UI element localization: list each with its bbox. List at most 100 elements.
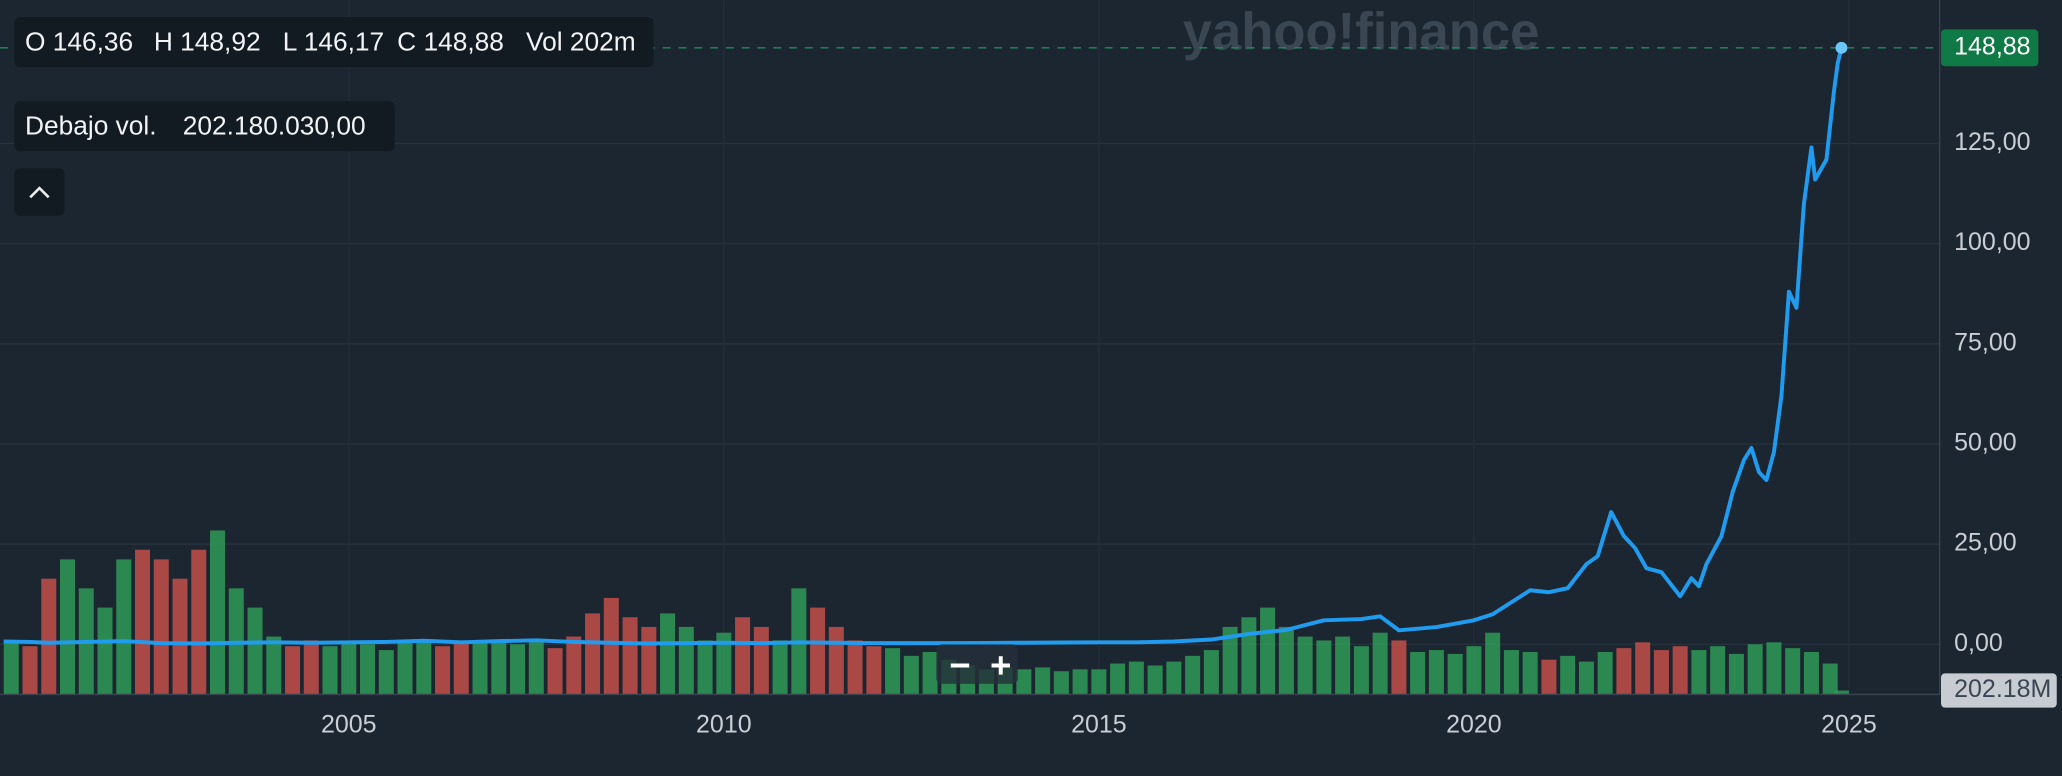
volume-bar (1410, 651, 1426, 695)
volume-bar (41, 578, 57, 695)
volume-bar (1353, 646, 1369, 695)
volume-bar (866, 646, 882, 695)
volume-bar (1128, 661, 1144, 695)
volume-bar (491, 640, 507, 695)
zoom-in[interactable] (991, 656, 1010, 675)
x-tick-label: 2025 (1821, 711, 1877, 739)
ohlc-item: C 148,88 (397, 26, 504, 56)
volume-caption: Debajo vol. (25, 111, 157, 141)
volume-bar (885, 648, 901, 695)
volume-bar (1635, 642, 1651, 695)
y-tick-label: 50,00 (1954, 429, 2016, 457)
volume-bar (1185, 655, 1201, 695)
x-tick-label: 2015 (1071, 711, 1127, 739)
volume-bar (1222, 626, 1238, 695)
volume-bar (435, 646, 451, 695)
axis-labels: 0,00 25,00 50,00 75,00 100,00 125,00 2005 2010 2… (321, 29, 2057, 739)
x-tick-label: 2010 (696, 711, 752, 739)
volume-bar (135, 549, 151, 695)
volume-bar (285, 646, 301, 695)
ohlc-item: O 146,36 (25, 26, 133, 56)
volume-box (14, 101, 395, 152)
volume-bar (1053, 671, 1069, 695)
y-tick-label: 0,00 (1954, 629, 2003, 657)
volume-bar (753, 626, 769, 695)
volume-bar (172, 578, 188, 695)
volume-bar (1485, 632, 1501, 695)
volume-bar (603, 597, 619, 695)
volume-bar (622, 617, 638, 695)
volume-bar (1672, 646, 1688, 695)
grid (0, 142, 1940, 645)
volume-bar (1616, 648, 1632, 695)
ohlc-box (14, 17, 654, 68)
volume-bar (1785, 648, 1801, 695)
volume-bar (1560, 655, 1576, 695)
volume-bar (322, 646, 338, 695)
volume-bar (378, 650, 394, 695)
ohlc-item: L 146,17 (283, 26, 384, 56)
x-tick-label: 2005 (321, 711, 377, 739)
volume-bar (1091, 669, 1107, 695)
volume-tag (1941, 673, 2057, 708)
volume-bar (1035, 667, 1051, 695)
volume-bar (510, 644, 526, 695)
volume-bar (60, 559, 76, 695)
volume-bar (1391, 640, 1407, 695)
watermark: yahoo!finance (1183, 2, 1540, 61)
volume-bar (1466, 646, 1482, 695)
volume-bar (1278, 626, 1294, 695)
volume-bar (1372, 632, 1388, 695)
volume-bar (1710, 646, 1726, 695)
volume-bar (547, 648, 563, 695)
volume-bar (528, 642, 544, 695)
volume-caption-value: 202.180.030,00 (183, 111, 366, 141)
volume-bar (678, 626, 694, 695)
volume-bar (360, 644, 376, 695)
volume-bar (1110, 663, 1126, 695)
collapse-button[interactable] (14, 168, 65, 216)
volume-bar (1072, 669, 1088, 695)
y-tick-label: 75,00 (1954, 328, 2016, 356)
volume-bar (191, 549, 207, 695)
volume-bar (1541, 659, 1557, 695)
x-tick-label: 2020 (1446, 711, 1502, 739)
volume-bar (1316, 640, 1332, 695)
volume-bar (922, 651, 938, 695)
ohlc-item: Vol 202m (526, 26, 636, 56)
volume-bar (472, 640, 488, 695)
volume-bar (847, 640, 863, 695)
volume-bar (97, 607, 113, 695)
volume-bar (1241, 617, 1257, 695)
volume-bar (1428, 650, 1444, 695)
y-tick-label: 125,00 (1954, 128, 2030, 156)
volume-bar (116, 559, 132, 695)
ohlc-legend: O 146,36 H 148,92 L 146,17 C 148,88 Vol 202m (25, 26, 636, 56)
volume-bar (3, 640, 19, 695)
ohlc-item: H 148,92 (154, 26, 261, 56)
volume-bar (1522, 651, 1538, 695)
volume-bar (641, 626, 657, 695)
volume-bar (1203, 650, 1219, 695)
volume-bar (303, 640, 319, 695)
volume-bar (1260, 607, 1276, 695)
price-tag (1941, 29, 2039, 67)
volume-bar (716, 632, 732, 695)
volume-bar (1653, 650, 1669, 695)
volume-bar (697, 640, 713, 695)
volume-bar (1803, 651, 1819, 695)
volume-bar (1503, 650, 1519, 695)
volume-bar (1335, 636, 1351, 695)
collapse-icon (29, 186, 50, 199)
volume-bar (247, 607, 263, 695)
volume-bar (585, 613, 601, 695)
last-price-dot (1835, 41, 1848, 54)
volume-bar (810, 607, 826, 695)
zoom-controls (936, 644, 1018, 684)
volume-bar (153, 559, 169, 695)
volume-bar (266, 636, 282, 695)
volume-bar (772, 640, 788, 695)
volume-bar (453, 642, 469, 695)
